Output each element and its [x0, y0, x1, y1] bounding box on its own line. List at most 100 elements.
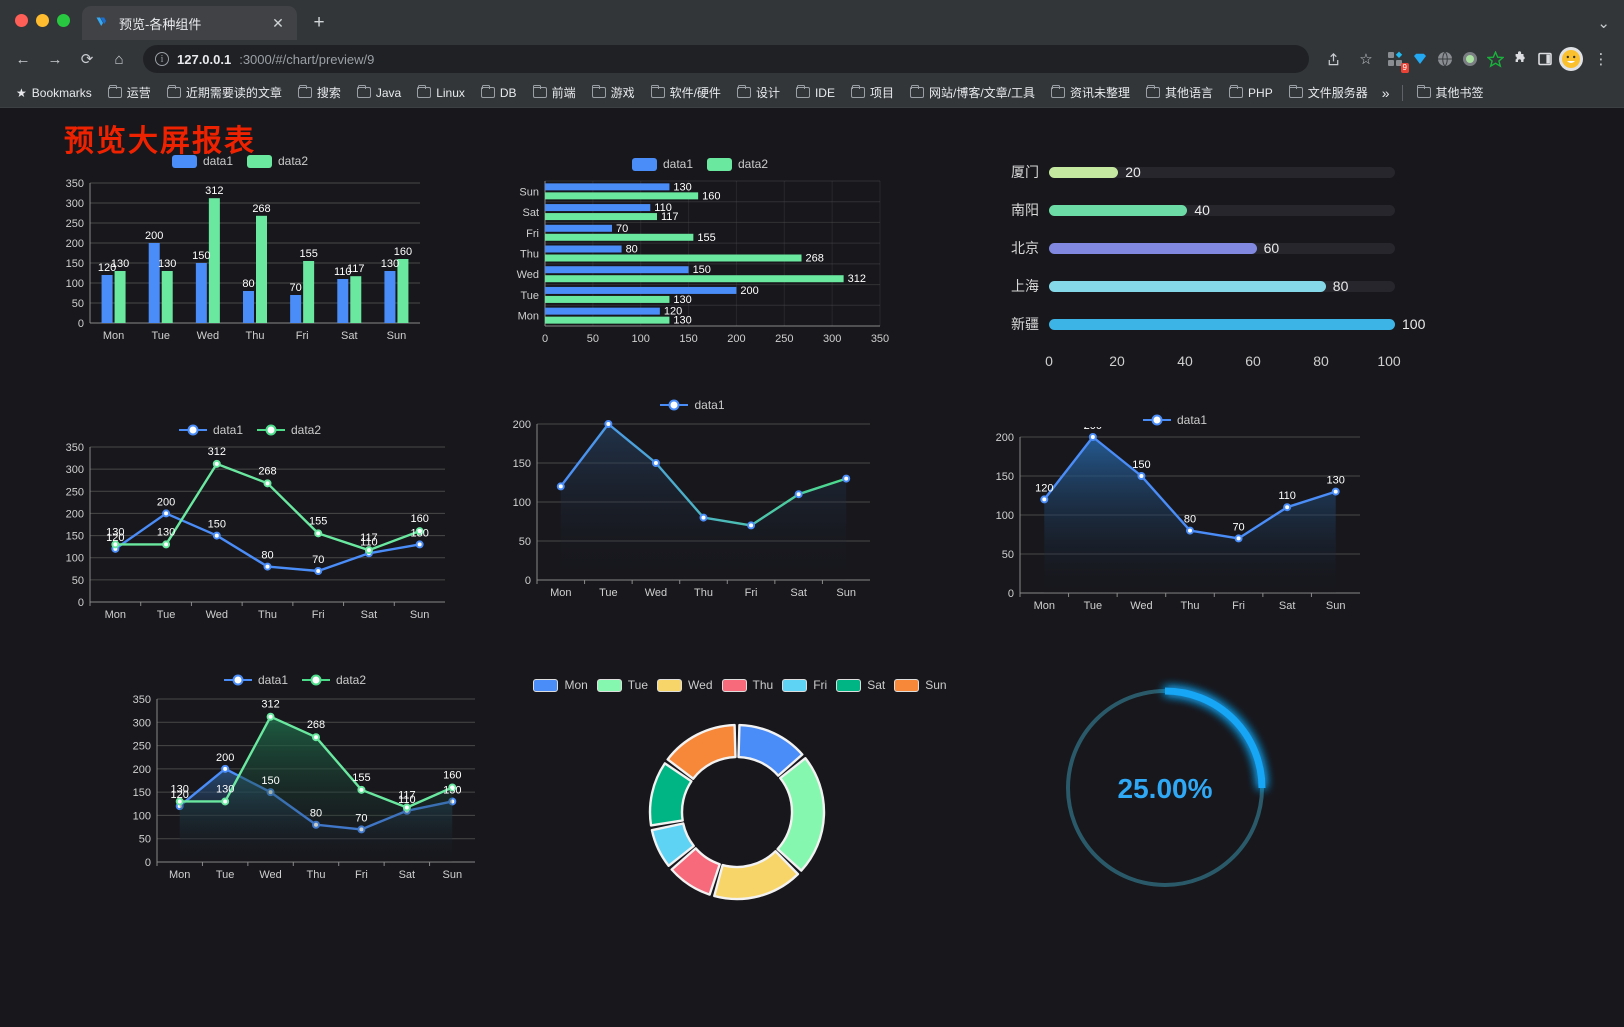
progress-bar-chart[interactable]: 厦门 20 南阳 40 北京 60 上海 80 新疆 100 0 20 40 60 80 100	[995, 153, 1425, 443]
star-outline-icon[interactable]	[1484, 48, 1506, 70]
legend-item-sun[interactable]: Sun	[894, 678, 947, 692]
bookmark-item-file-server[interactable]: 文件服务器	[1283, 81, 1374, 104]
bookmark-item-linux[interactable]: Linux	[411, 83, 471, 103]
legend-item-data2[interactable]: data2	[302, 673, 366, 687]
svg-text:50: 50	[72, 575, 84, 587]
gradient-line-chart[interactable]: data1 0 50 100 150 200 Mon Tue Wed Thu Fri Sat Sun	[495, 398, 890, 628]
bookmark-item-yunying[interactable]: 运营	[102, 81, 157, 104]
chart-legend: data1 data2	[35, 423, 465, 437]
bookmark-item-search[interactable]: 搜索	[292, 81, 347, 104]
circle-icon[interactable]	[1459, 48, 1481, 70]
legend-item-data1[interactable]: data1	[631, 157, 693, 171]
svg-text:0: 0	[145, 857, 151, 869]
site-info-icon[interactable]: i	[155, 52, 169, 66]
bookmark-item-other[interactable]: 其他书签	[1411, 81, 1490, 104]
progress-row[interactable]: 新疆 100	[995, 305, 1425, 343]
reload-button[interactable]: ⟳	[80, 51, 94, 68]
progress-row[interactable]: 上海 80	[995, 267, 1395, 305]
maximize-window-button[interactable]	[57, 13, 70, 27]
svg-text:120: 120	[106, 532, 124, 544]
folder-icon	[532, 84, 547, 98]
vertical-bar-chart[interactable]: data1 data2 0 50 100 150 200 250 300 350 Mon Tue…	[30, 148, 450, 378]
svg-text:Mon: Mon	[105, 609, 126, 621]
legend-item-data2[interactable]: data2	[247, 154, 308, 168]
legend-item-mon[interactable]: Mon	[533, 678, 588, 692]
bookmark-item-software[interactable]: 软件/硬件	[645, 81, 727, 104]
donut-chart-plot	[648, 723, 826, 901]
bookmark-item-articles[interactable]: 近期需要读的文章	[161, 81, 288, 104]
bookmark-item-java[interactable]: Java	[351, 83, 407, 103]
page-title: 预览大屏报表	[64, 125, 256, 158]
bookmark-star-icon[interactable]: ☆	[1359, 51, 1373, 68]
bookmark-item-other-languages[interactable]: 其他语言	[1140, 81, 1219, 104]
address-bar[interactable]: i 127.0.0.1 :3000/#/chart/preview/9	[143, 45, 1309, 73]
bookmark-item-db[interactable]: DB	[475, 83, 523, 103]
legend-item-data2[interactable]: data2	[707, 157, 768, 171]
bookmark-item-ide[interactable]: IDE	[790, 83, 841, 103]
dual-line-chart[interactable]: data1 data2 0 50 100 150 200 250 300 350 Mon Tue…	[35, 423, 465, 653]
svg-text:120: 120	[1035, 482, 1053, 494]
legend-item-data1[interactable]: data1	[171, 154, 233, 168]
close-tab-button[interactable]: ✕	[272, 15, 284, 31]
dual-area-chart[interactable]: data1 data2 0 50 100 150 200 250 300 350	[95, 673, 495, 918]
legend-item-thu[interactable]: Thu	[721, 678, 773, 692]
new-tab-button[interactable]: +	[313, 11, 325, 33]
legend-item-fri[interactable]: Fri	[782, 678, 827, 692]
bookmark-item-bookmarks[interactable]: ★ Bookmarks	[10, 83, 98, 103]
horizontal-bar-chart[interactable]: data1 data2 Sun Sat Fri Thu Wed Tue Mon 0 50 100 1…	[500, 148, 900, 383]
bookmark-label: 网站/博客/文章/工具	[928, 86, 1035, 100]
legend-item-wed[interactable]: Wed	[657, 678, 713, 692]
legend-item-data1[interactable]: data1	[223, 673, 288, 687]
bookmark-item-projects[interactable]: 项目	[845, 81, 900, 104]
browser-tab[interactable]: 预览-各种组件 ✕	[82, 6, 297, 40]
svg-text:200: 200	[66, 508, 84, 520]
svg-text:200: 200	[513, 419, 531, 431]
svg-text:200: 200	[133, 764, 151, 776]
legend-label: data1	[694, 398, 725, 412]
home-button[interactable]: ⌂	[114, 50, 124, 68]
profile-avatar[interactable]	[1559, 47, 1583, 71]
puzzle-icon[interactable]	[1509, 48, 1531, 70]
tab-search-chevron-icon[interactable]: ⌄	[1597, 15, 1610, 32]
bookmark-item-php[interactable]: PHP	[1223, 83, 1279, 103]
share-icon[interactable]	[1318, 44, 1348, 74]
svg-text:80: 80	[261, 550, 273, 562]
diamond-icon[interactable]	[1409, 48, 1431, 70]
globe-icon[interactable]	[1434, 48, 1456, 70]
svg-text:200: 200	[157, 496, 175, 508]
gauge-chart[interactable]: 25.00%	[1040, 663, 1290, 923]
bookmark-item-design[interactable]: 设计	[731, 81, 786, 104]
svg-text:Tue: Tue	[151, 330, 170, 342]
bookmark-item-websites[interactable]: 网站/博客/文章/工具	[904, 81, 1041, 104]
close-window-button[interactable]	[15, 13, 28, 27]
folder-icon	[1146, 84, 1161, 98]
bookmark-item-games[interactable]: 游戏	[586, 81, 641, 104]
extensions-grid-icon[interactable]: 9	[1384, 48, 1409, 73]
sidepanel-icon[interactable]	[1534, 48, 1556, 70]
progress-row[interactable]: 南阳 40	[995, 191, 1395, 229]
kebab-menu-icon[interactable]: ⋮	[1593, 51, 1609, 68]
progress-row[interactable]: 北京 60	[995, 229, 1395, 267]
legend-item-sat[interactable]: Sat	[836, 678, 885, 692]
forward-button[interactable]: →	[47, 50, 63, 68]
area-chart[interactable]: data1 0 50 100 150 200 Mon Tue Wed Thu Fri Sat Sun…	[975, 413, 1375, 643]
gradient-line-plot: 0 50 100 150 200 Mon Tue Wed Thu Fri Sat Sun	[513, 419, 870, 599]
svg-text:150: 150	[996, 471, 1014, 483]
legend-item-data2[interactable]: data2	[257, 423, 321, 437]
svg-text:0: 0	[78, 597, 84, 609]
legend-item-data1[interactable]: data1	[178, 423, 243, 437]
bookmark-item-frontend[interactable]: 前端	[527, 81, 582, 104]
legend-item-data1[interactable]: data1	[660, 398, 725, 412]
progress-row[interactable]: 厦门 20	[995, 153, 1395, 191]
legend-item-data1[interactable]: data1	[1142, 413, 1207, 427]
svg-text:155: 155	[697, 232, 715, 244]
bookmarks-overflow-button[interactable]: »	[1381, 84, 1390, 101]
svg-text:Tue: Tue	[216, 869, 235, 881]
bookmark-label: Linux	[436, 85, 465, 100]
back-button[interactable]: ←	[15, 50, 31, 68]
donut-chart[interactable]: Mon Tue Wed Thu Fri Sat Sun	[533, 678, 947, 968]
legend-label: Mon	[564, 678, 588, 692]
bookmark-item-news[interactable]: 资讯未整理	[1045, 81, 1136, 104]
legend-item-tue[interactable]: Tue	[596, 678, 648, 692]
minimize-window-button[interactable]	[36, 13, 49, 27]
